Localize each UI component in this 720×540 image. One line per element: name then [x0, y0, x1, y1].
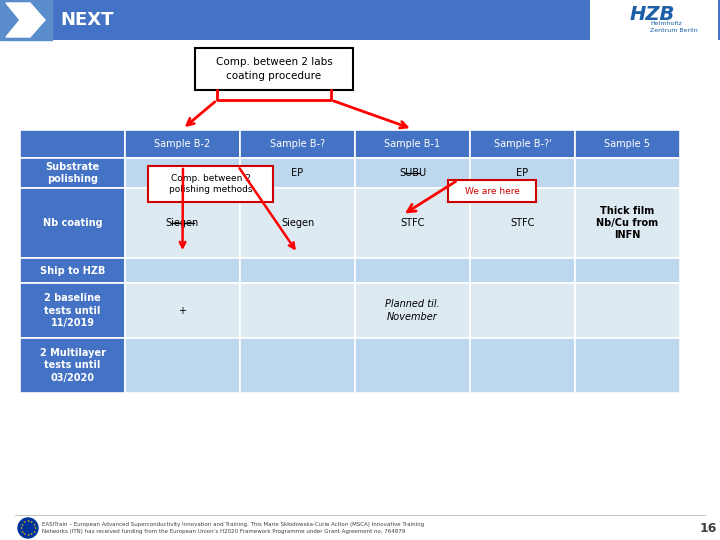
Bar	[240, 338, 355, 393]
Text: EP: EP	[292, 168, 304, 178]
Bar	[125, 338, 240, 393]
Polygon shape	[6, 3, 45, 37]
Text: Sample 5: Sample 5	[605, 139, 650, 149]
Text: ★: ★	[20, 530, 24, 534]
Bar	[20, 283, 125, 338]
Text: Sample B-?: Sample B-?	[270, 139, 325, 149]
Bar	[575, 188, 680, 258]
Text: ★: ★	[32, 530, 35, 534]
Bar	[0, 0, 720, 40]
Text: EP: EP	[516, 168, 528, 178]
Bar	[125, 283, 240, 338]
Bar	[240, 188, 355, 258]
Bar	[240, 258, 355, 283]
Bar	[575, 338, 680, 393]
Bar	[575, 283, 680, 338]
Circle shape	[18, 518, 38, 538]
Text: Siegen: Siegen	[166, 218, 199, 228]
Bar	[470, 130, 575, 158]
Bar	[125, 188, 240, 258]
Text: STFC: STFC	[400, 218, 425, 228]
Text: SUBU: SUBU	[399, 168, 426, 178]
Bar	[448, 180, 536, 202]
Bar	[470, 188, 575, 258]
Bar	[355, 338, 470, 393]
Text: 2 baseline
tests until
11/2019: 2 baseline tests until 11/2019	[44, 293, 101, 328]
Bar	[20, 188, 125, 258]
Bar	[355, 158, 470, 188]
Bar	[470, 158, 575, 188]
Text: ★: ★	[30, 532, 33, 536]
Text: Siegen: Siegen	[281, 218, 314, 228]
Bar	[148, 166, 273, 202]
Text: STFC: STFC	[510, 218, 535, 228]
Text: SUBU: SUBU	[169, 168, 196, 178]
Text: ★: ★	[23, 532, 26, 536]
Text: Planned til.
November: Planned til. November	[385, 299, 440, 322]
Text: EASITrain – European Advanced Superconductivity Innovation and Training. This Ma: EASITrain – European Advanced Supercondu…	[42, 522, 424, 534]
Text: Substrate
polishing: Substrate polishing	[45, 162, 99, 184]
Bar	[125, 258, 240, 283]
Bar	[240, 130, 355, 158]
Text: Comp. between 2 labs
coating procedure: Comp. between 2 labs coating procedure	[215, 57, 333, 80]
Bar	[20, 338, 125, 393]
Text: Sample B-2: Sample B-2	[154, 139, 211, 149]
Bar	[470, 283, 575, 338]
Bar	[355, 188, 470, 258]
Bar	[590, 0, 718, 44]
Text: Thick film
Nb/Cu from
INFN: Thick film Nb/Cu from INFN	[596, 206, 659, 240]
Text: ★: ★	[27, 533, 30, 537]
Text: 2 Multilayer
tests until
03/2020: 2 Multilayer tests until 03/2020	[40, 348, 106, 383]
Bar	[195, 48, 353, 90]
Text: ★: ★	[30, 520, 33, 524]
Text: ★: ★	[23, 520, 26, 524]
Text: Comp. between 2
polishing methods: Comp. between 2 polishing methods	[168, 173, 252, 194]
Text: ★: ★	[20, 523, 24, 526]
Bar	[470, 258, 575, 283]
Bar	[20, 130, 125, 158]
Text: Ship to HZB: Ship to HZB	[40, 266, 105, 275]
Bar	[575, 158, 680, 188]
Text: Sample B-?': Sample B-?'	[494, 139, 552, 149]
Text: Sample B-1: Sample B-1	[384, 139, 441, 149]
Bar	[20, 158, 125, 188]
Bar	[470, 338, 575, 393]
Bar	[355, 283, 470, 338]
Text: Helmholtz
Zentrum Berlin: Helmholtz Zentrum Berlin	[650, 21, 698, 33]
Text: 16: 16	[699, 522, 716, 535]
Text: ★: ★	[27, 519, 30, 523]
Text: HZB: HZB	[630, 4, 675, 24]
Text: ★: ★	[33, 526, 37, 530]
Text: NEXT: NEXT	[60, 11, 114, 29]
Bar	[355, 130, 470, 158]
Bar	[575, 130, 680, 158]
Text: Nb coating: Nb coating	[42, 218, 102, 228]
Text: +: +	[179, 306, 186, 315]
Bar	[240, 158, 355, 188]
Bar	[355, 258, 470, 283]
Bar	[575, 258, 680, 283]
Text: ★: ★	[19, 526, 22, 530]
Text: We are here: We are here	[464, 186, 519, 195]
Polygon shape	[0, 0, 52, 40]
Bar	[125, 130, 240, 158]
Text: ★: ★	[32, 523, 35, 526]
Bar	[240, 283, 355, 338]
Bar	[20, 258, 125, 283]
Bar	[125, 158, 240, 188]
